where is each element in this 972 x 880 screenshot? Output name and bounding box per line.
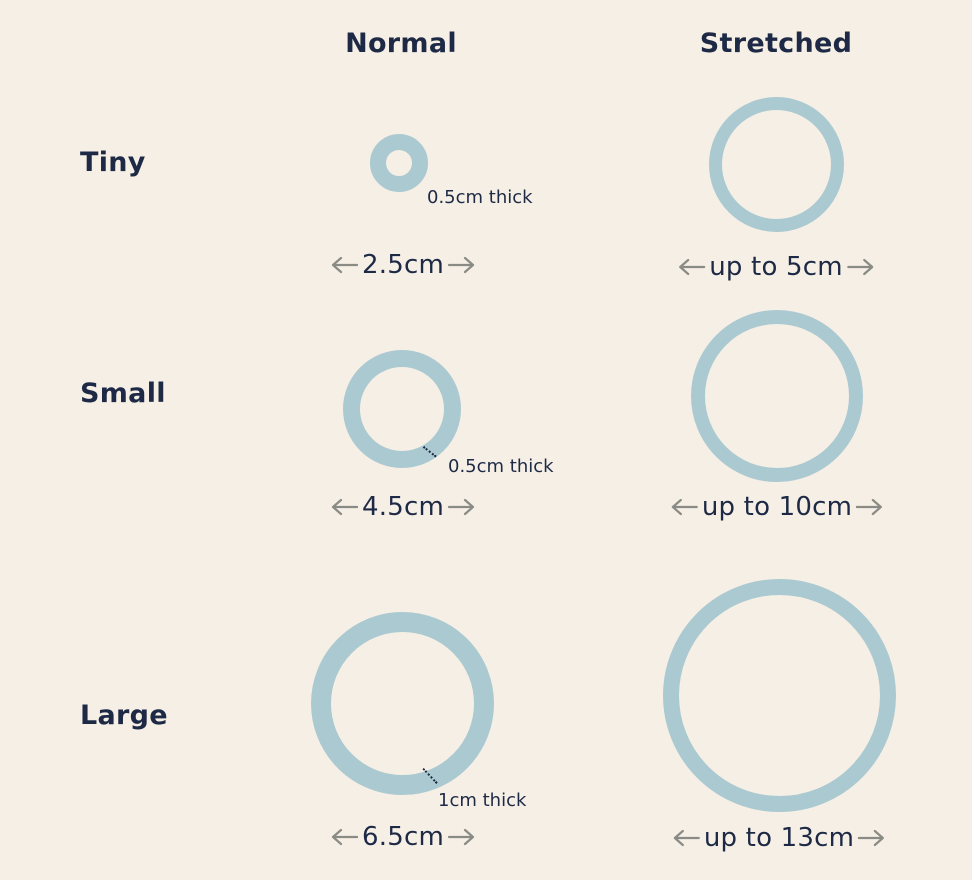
right-arrow-icon	[447, 498, 475, 516]
thickness-label-small: 0.5cm thick	[448, 456, 554, 477]
right-arrow-icon	[447, 256, 475, 274]
ring-small-stretched	[691, 310, 863, 482]
row-label-small: Small	[80, 378, 166, 409]
dimension-value-large-normal: 6.5cm	[362, 822, 444, 852]
column-header-stretched: Stretched	[699, 28, 853, 59]
left-arrow-icon	[331, 498, 359, 516]
dimension-value-small-stretched: up to 10cm	[701, 492, 853, 522]
dimension-value-large-stretched: up to 13cm	[703, 823, 855, 853]
dimension-large-stretched: up to 13cm	[672, 823, 886, 853]
thickness-label-large: 1cm thick	[438, 790, 527, 811]
dimension-small-normal: 4.5cm	[330, 492, 476, 522]
dimension-value-tiny-normal: 2.5cm	[362, 250, 444, 280]
row-label-large: Large	[80, 700, 168, 731]
column-header-normal: Normal	[345, 28, 457, 59]
dimension-value-tiny-stretched: up to 5cm	[709, 252, 843, 282]
left-arrow-icon	[331, 828, 359, 846]
ring-small-normal	[343, 350, 461, 468]
dimension-tiny-stretched: up to 5cm	[677, 252, 875, 282]
dimension-value-small-normal: 4.5cm	[362, 492, 444, 522]
dimension-tiny-normal: 2.5cm	[330, 250, 476, 280]
left-arrow-icon	[671, 498, 698, 516]
right-arrow-icon	[846, 258, 873, 276]
row-label-tiny: Tiny	[80, 147, 146, 178]
left-arrow-icon	[331, 256, 359, 274]
ring-large-stretched	[663, 579, 896, 812]
ring-large-normal	[311, 612, 494, 795]
left-arrow-icon	[679, 258, 706, 276]
dimension-large-normal: 6.5cm	[330, 822, 476, 852]
left-arrow-icon	[673, 829, 700, 847]
dimension-small-stretched: up to 10cm	[670, 492, 884, 522]
right-arrow-icon	[447, 828, 475, 846]
ring-tiny-normal	[370, 134, 428, 192]
right-arrow-icon	[858, 829, 885, 847]
ring-tiny-stretched	[709, 97, 844, 232]
right-arrow-icon	[856, 498, 883, 516]
thickness-label-tiny: 0.5cm thick	[427, 187, 533, 208]
